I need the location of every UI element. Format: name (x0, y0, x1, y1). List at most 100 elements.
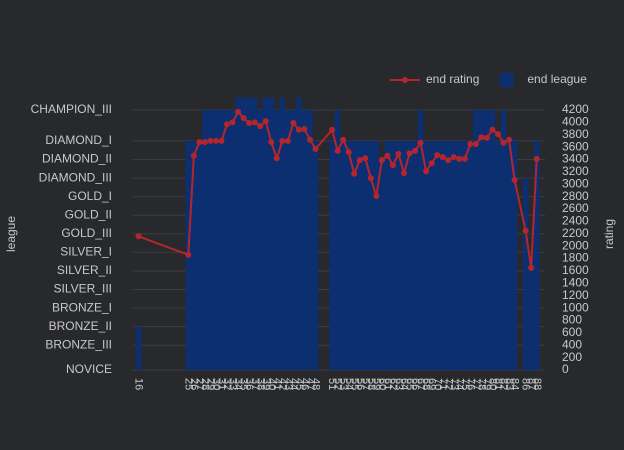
x-tick-label: 83 (503, 378, 515, 390)
marker (334, 147, 341, 154)
x-tick-label: 75 (459, 378, 471, 390)
x-tick-label: 79 (481, 378, 493, 390)
x-tick-label: 40 (265, 378, 277, 390)
bar (390, 140, 396, 370)
marker (406, 150, 413, 157)
y-tick-label: DIAMOND_III (39, 170, 112, 184)
x-tick-label: 67 (415, 378, 427, 390)
bar (473, 109, 479, 370)
marker (522, 227, 529, 234)
marker (472, 141, 479, 148)
x-tick-label: 77 (470, 378, 482, 390)
x-tick-label: 26 (188, 378, 200, 390)
bar (207, 109, 214, 370)
y-tick-label: GOLD_III (61, 226, 112, 240)
marker (439, 154, 446, 161)
x-tick-label: 25 (182, 378, 194, 390)
x-tick-label: 71 (437, 378, 449, 390)
x-tick-label: 82 (498, 378, 510, 390)
marker (461, 155, 468, 162)
y2-axis-title: rating (602, 219, 616, 249)
x-tick-label: 39 (260, 378, 272, 390)
marker (262, 118, 269, 125)
bar (279, 97, 286, 370)
x-tick-label: 86 (520, 378, 532, 390)
marker (395, 150, 402, 157)
marker (340, 136, 347, 143)
bar (467, 140, 474, 370)
x-tick-label: 48 (310, 378, 322, 390)
bar (196, 140, 203, 370)
x-tick-label: 53 (337, 378, 349, 390)
y2-tick-label: 2200 (562, 226, 589, 240)
x-tick-label: 29 (205, 378, 217, 390)
x-tick-label: 43 (282, 378, 294, 390)
marker (384, 152, 391, 159)
bar (240, 97, 247, 370)
bar (522, 178, 529, 370)
marker (306, 136, 313, 143)
x-tick-label: 57 (359, 378, 371, 390)
bar (301, 109, 308, 370)
bar (412, 140, 418, 370)
y-tick-label: DIAMOND_II (42, 152, 112, 166)
marker (196, 139, 203, 146)
x-tick-label: 37 (249, 378, 261, 390)
marker (511, 176, 518, 183)
marker (445, 157, 452, 164)
marker (378, 157, 385, 164)
x-tick-label: 72 (442, 378, 454, 390)
x-tick-label: 60 (376, 378, 388, 390)
marker (185, 251, 192, 258)
bar (268, 97, 275, 370)
marker (207, 137, 214, 144)
marker (533, 155, 540, 162)
y-tick-label: CHAMPION_III (31, 102, 112, 116)
bar (478, 109, 485, 370)
x-tick-label: 32 (221, 378, 233, 390)
bar (329, 140, 335, 370)
x-tick-label: 58 (365, 378, 377, 390)
marker (478, 134, 485, 141)
bar (417, 109, 424, 370)
y2-tick-label: 400 (562, 337, 582, 351)
marker (494, 131, 501, 138)
y2-tick-label: 2600 (562, 201, 589, 215)
marker (345, 149, 352, 156)
marker (268, 139, 275, 146)
marker (483, 134, 490, 141)
y2-tick-label: 0 (562, 362, 569, 376)
x-tick-label: 34 (232, 378, 244, 390)
y2-tick-label: 2400 (562, 214, 589, 228)
y-tick-label: GOLD_II (65, 207, 112, 221)
y2-tick-label: 3600 (562, 139, 589, 153)
x-tick-label: 35 (238, 378, 250, 390)
y-tick-label: NOVICE (66, 362, 112, 376)
x-tick-label: 80 (487, 378, 499, 390)
bar (135, 326, 142, 370)
bar (450, 140, 457, 370)
marker (467, 141, 474, 148)
marker (500, 139, 507, 146)
x-tick-label: 65 (404, 378, 416, 390)
x-tick-label: 47 (304, 378, 316, 390)
y-tick-label: GOLD_I (68, 189, 112, 203)
y-tick-label: SILVER_I (60, 245, 112, 259)
marker (351, 170, 358, 177)
legend-swatch (499, 73, 514, 87)
x-tick-label: 78 (475, 378, 487, 390)
bar (456, 140, 463, 370)
marker (295, 126, 302, 133)
marker (301, 126, 308, 133)
marker (246, 119, 253, 126)
marker (367, 175, 374, 182)
marker (135, 233, 142, 240)
marker (201, 139, 208, 146)
bar (373, 140, 380, 370)
marker (212, 137, 219, 144)
x-tick-label: 45 (293, 378, 305, 390)
marker (240, 115, 247, 122)
marker (423, 168, 430, 175)
bar (262, 97, 269, 370)
legend-label: end league (527, 72, 587, 86)
